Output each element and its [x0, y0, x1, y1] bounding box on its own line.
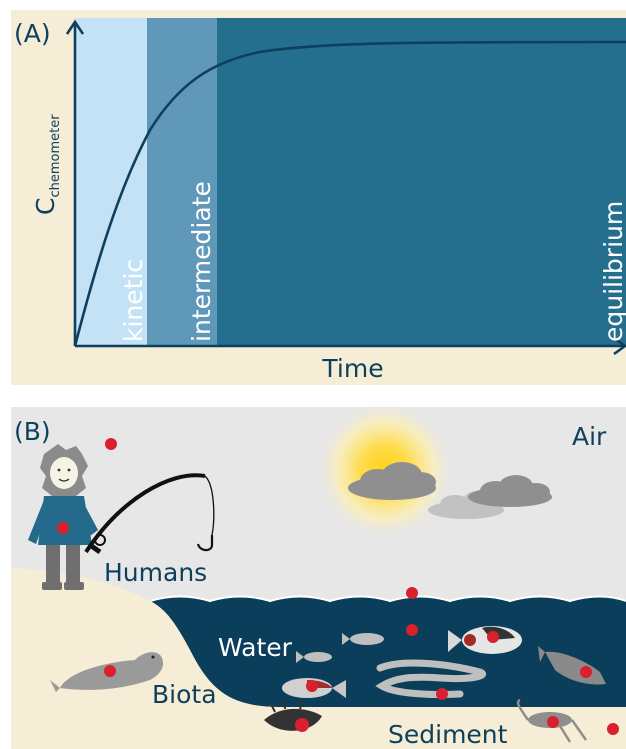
fish-icon [296, 651, 332, 663]
contaminant-dot [306, 680, 318, 692]
region-label-intermediate: intermediate [187, 181, 216, 342]
y-axis-arrow [65, 19, 85, 35]
contaminant-dot [436, 688, 448, 700]
fishing-rod-icon [84, 473, 215, 555]
shore-sand [11, 568, 626, 749]
label-biota: Biota [152, 680, 217, 709]
label-humans: Humans [104, 558, 207, 587]
jacket [38, 496, 92, 545]
crayfish-icon [516, 698, 588, 743]
contaminant-dot [105, 438, 117, 450]
contaminant-dot [547, 716, 559, 728]
label-water: Water [218, 633, 293, 662]
left-leg [46, 545, 60, 585]
contaminant-dot [580, 666, 592, 678]
panel-b-label: (B) [14, 417, 51, 446]
x-axis-arrow [613, 336, 626, 356]
left-boot [42, 582, 62, 590]
uptake-curve [73, 40, 626, 347]
fish-icon [342, 633, 384, 645]
panel-b: (B) Air Humans Water Biota Sediment [11, 400, 626, 749]
right-arm [80, 500, 98, 536]
right-boot [64, 582, 84, 590]
human-figure [28, 444, 98, 590]
y-axis-label: Cchemometer [31, 114, 63, 215]
left-arm [28, 500, 48, 544]
right-leg [66, 545, 80, 585]
water-body [150, 596, 626, 707]
contaminant-dot [406, 624, 418, 636]
region-label-equilibrium: equilibrium [599, 201, 626, 342]
contaminant-dot [607, 723, 619, 735]
y-axis-label-main: C [31, 198, 60, 215]
contaminant-dot [487, 631, 499, 643]
x-axis-label: Time [321, 354, 383, 383]
label-air: Air [572, 422, 607, 451]
region-label-kinetic: kinetic [119, 259, 148, 342]
face [50, 457, 78, 489]
contaminant-dot [104, 665, 116, 677]
label-sediment: Sediment [388, 720, 508, 749]
water-waves [149, 595, 626, 603]
eel-icon [375, 659, 486, 698]
contaminant-dot [406, 587, 418, 599]
region-equilibrium [217, 18, 626, 346]
y-axis-label-sub: chemometer [48, 114, 63, 198]
cloud-icon [348, 462, 436, 500]
panel-a: (A) Cchemometer Time kinetic intermediat… [11, 10, 626, 385]
contaminant-dot [295, 718, 309, 732]
panel-a-label: (A) [14, 19, 51, 48]
region-kinetic [75, 18, 147, 346]
cloud-icon [468, 475, 552, 507]
contaminant-dot [57, 522, 69, 534]
pike-icon [538, 646, 606, 685]
